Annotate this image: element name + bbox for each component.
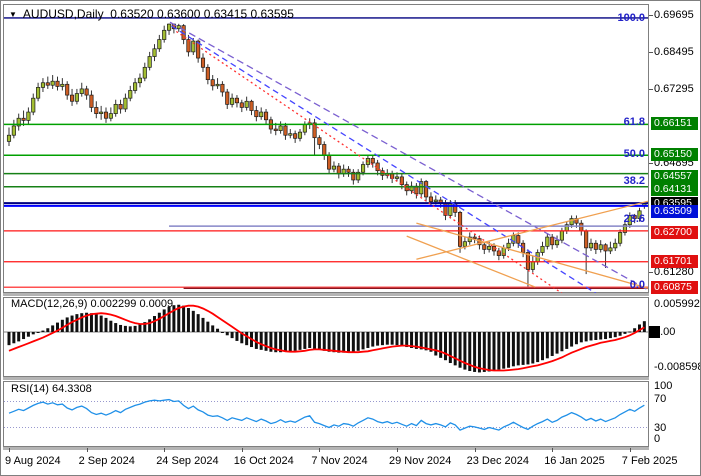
rsi-name-label: RSI(14) — [11, 383, 49, 395]
panel-separator[interactable] — [3, 377, 649, 380]
macd-title: MACD(12,26,9) 0.002299 0.0009 — [11, 298, 173, 310]
ohlc-open: 0.63520 — [110, 7, 154, 21]
macd-name-label: MACD(12,26,9) — [11, 298, 88, 310]
symbol-period-label: AUDUSD,Daily — [22, 7, 104, 21]
rsi-panel-frame — [3, 381, 649, 447]
rsi-value: 64.3308 — [51, 383, 92, 395]
rsi-line — [8, 398, 645, 431]
ohlc-close: 0.63595 — [250, 7, 294, 21]
symbol-dropdown-icon[interactable]: ▼ — [9, 10, 17, 19]
chart-header: ▼ AUDUSD,Daily 0.63520 0.63600 0.63415 0.… — [9, 7, 294, 21]
macd-value: 0.002299 — [90, 298, 137, 310]
candlestick-series — [4, 17, 648, 293]
ohlc-low: 0.63415 — [203, 7, 248, 21]
rsi-line-series — [4, 398, 648, 431]
rsi-title: RSI(14) 64.3308 — [11, 383, 92, 395]
panel-separator[interactable] — [3, 293, 649, 296]
macd-panel-frame — [3, 297, 649, 377]
panel-separator[interactable] — [3, 447, 649, 450]
macd-signal-value: 0.0009 — [139, 298, 174, 310]
price-panel-frame — [3, 4, 649, 293]
ohlc-high: 0.63600 — [157, 7, 201, 21]
macd-histogram — [4, 304, 648, 373]
macd-signal-line — [8, 304, 645, 372]
